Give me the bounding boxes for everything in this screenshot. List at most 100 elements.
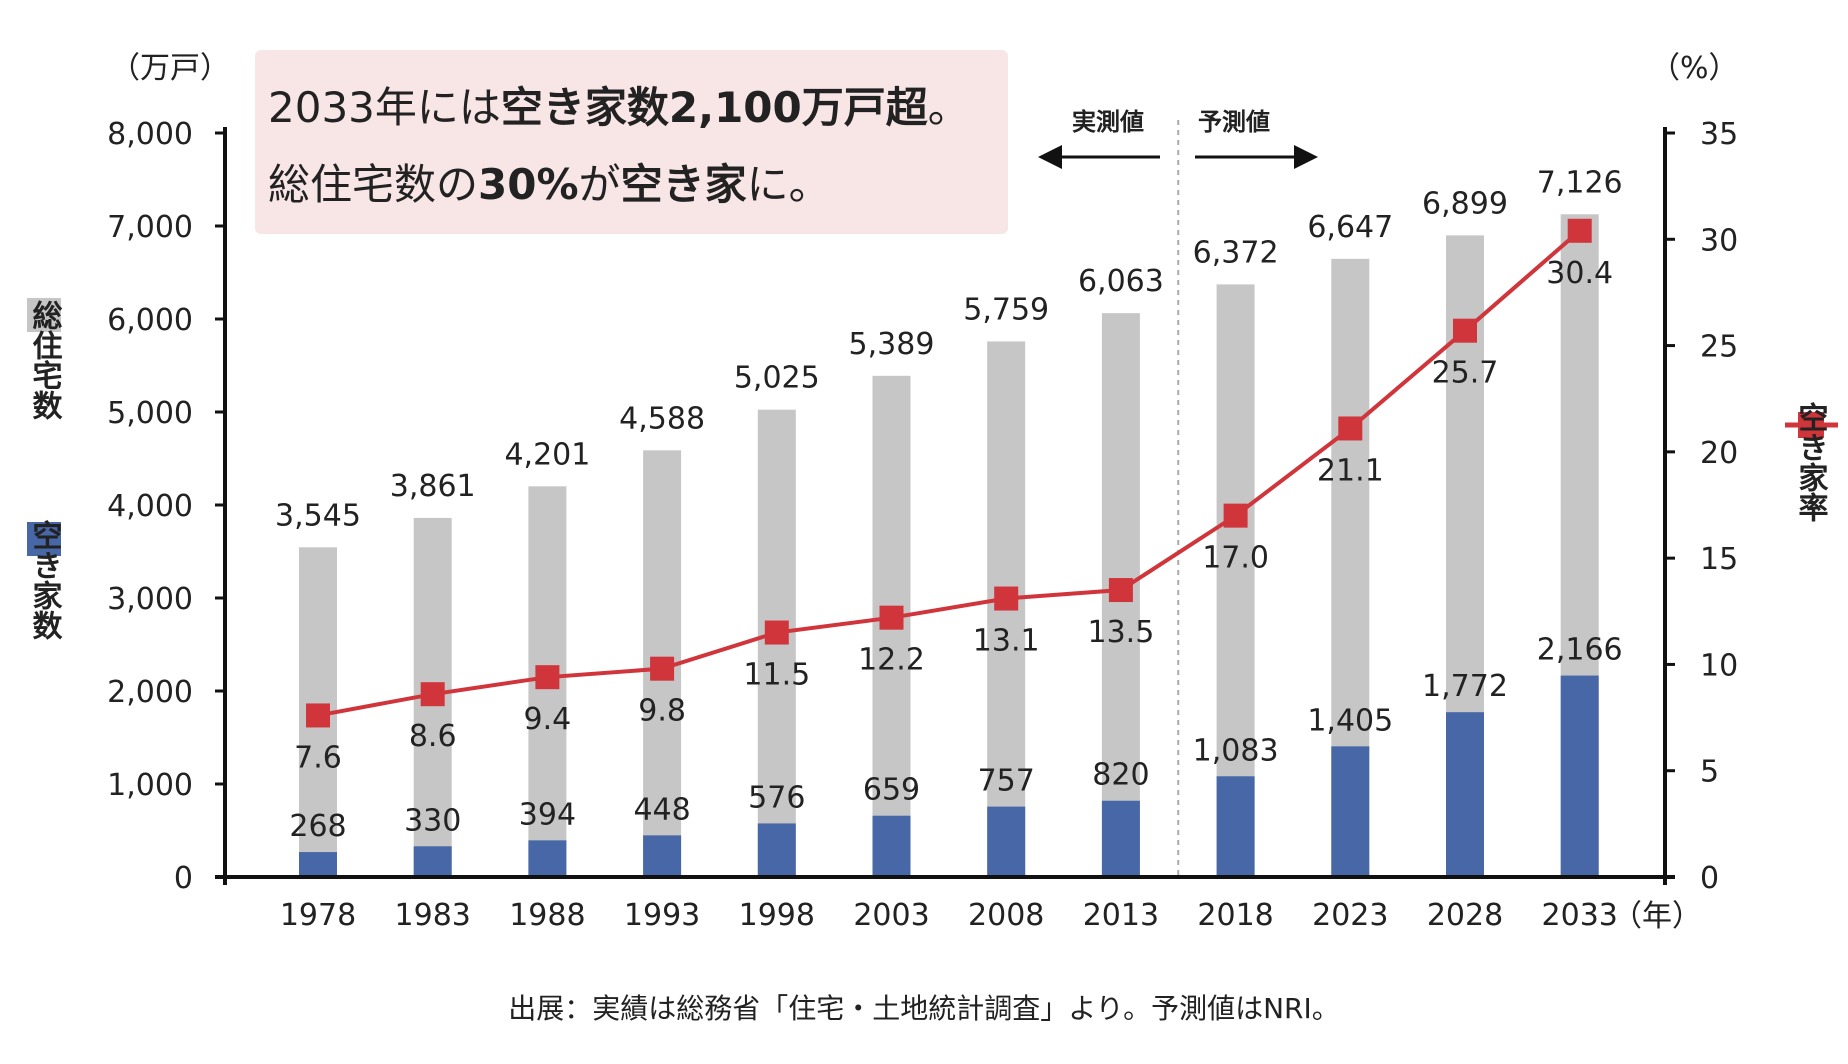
right-tick-label: 0 bbox=[1700, 861, 1719, 896]
rate-marker bbox=[994, 586, 1019, 611]
total-data-label: 5,759 bbox=[963, 292, 1049, 327]
rate-data-label: 25.7 bbox=[1432, 356, 1499, 391]
left-tick-label: 2,000 bbox=[107, 675, 193, 710]
right-tick-label: 30 bbox=[1700, 223, 1738, 258]
right-tick-label: 15 bbox=[1700, 542, 1738, 577]
vacant-data-label: 576 bbox=[748, 780, 805, 815]
bar-vacant bbox=[987, 806, 1026, 877]
x-tick-label: 1993 bbox=[624, 898, 700, 933]
rate-data-label: 21.1 bbox=[1317, 453, 1384, 488]
rate-marker bbox=[1453, 318, 1477, 343]
rate-data-label: 17.0 bbox=[1202, 541, 1269, 576]
left-tick-label: 5,000 bbox=[107, 396, 193, 431]
rate-marker bbox=[650, 656, 675, 681]
legend-swatch-total bbox=[27, 298, 61, 332]
vacant-data-label: 1,772 bbox=[1422, 669, 1508, 704]
x-tick-label: 1998 bbox=[739, 898, 815, 933]
bar-vacant bbox=[1331, 746, 1370, 877]
vacant-data-label: 330 bbox=[404, 803, 461, 838]
x-tick-label: 2033 bbox=[1542, 898, 1618, 933]
vacant-data-label: 2,166 bbox=[1537, 633, 1623, 668]
left-tick-label: 1,000 bbox=[107, 768, 193, 803]
legend-right: 空き家率 bbox=[1785, 402, 1838, 522]
left-axis-unit: （万戸） bbox=[110, 51, 230, 86]
rate-marker bbox=[1108, 578, 1133, 603]
bar-vacant bbox=[1446, 712, 1484, 877]
rate-marker bbox=[764, 620, 789, 645]
total-data-label: 6,372 bbox=[1193, 235, 1279, 270]
x-tick-label: 2018 bbox=[1197, 898, 1273, 933]
bar-vacant bbox=[757, 823, 796, 877]
rate-data-label: 8.6 bbox=[409, 719, 457, 754]
forecast-label: 予測値 bbox=[1198, 108, 1270, 136]
x-tick-label: 1983 bbox=[395, 898, 471, 933]
bar-vacant bbox=[1560, 675, 1599, 877]
vacant-data-label: 268 bbox=[289, 809, 346, 844]
rate-data-label: 13.5 bbox=[1088, 615, 1155, 650]
rate-data-label: 11.5 bbox=[743, 658, 810, 693]
x-tick-label: 2008 bbox=[968, 898, 1044, 933]
x-axis-unit: （年） bbox=[1612, 899, 1702, 934]
bar-vacant bbox=[643, 835, 682, 877]
x-tick-label: 2028 bbox=[1427, 898, 1503, 933]
headline-line1: 2033年には空き家数2,100万戸超。 bbox=[268, 83, 970, 132]
legend-label-vacant: 空き家数 bbox=[27, 520, 63, 641]
total-data-label: 4,201 bbox=[504, 437, 590, 472]
x-tick-label: 1988 bbox=[509, 898, 585, 933]
left-tick-label: 7,000 bbox=[107, 210, 193, 245]
bar-vacant bbox=[413, 846, 452, 877]
bar-vacant bbox=[872, 815, 911, 877]
vacant-data-label: 820 bbox=[1092, 758, 1149, 793]
rate-data-label: 13.1 bbox=[973, 624, 1040, 659]
total-data-label: 6,899 bbox=[1422, 186, 1508, 221]
headline-box bbox=[255, 50, 1008, 234]
actual-arrow bbox=[1038, 145, 1160, 169]
actual-label: 実測値 bbox=[1072, 108, 1144, 136]
rate-marker bbox=[420, 682, 445, 707]
forecast-arrow bbox=[1195, 145, 1318, 169]
left-tick-label: 8,000 bbox=[107, 117, 193, 152]
legend-label-rate: 空き家率 bbox=[1793, 402, 1829, 522]
bar-vacant bbox=[1101, 800, 1140, 877]
vacant-data-label: 659 bbox=[863, 773, 920, 808]
rate-marker bbox=[535, 665, 560, 690]
x-tick-label: 2013 bbox=[1083, 898, 1159, 933]
x-tick-label: 1978 bbox=[280, 898, 356, 933]
legend-label-total: 総住宅数 bbox=[27, 300, 63, 421]
right-tick-label: 35 bbox=[1700, 117, 1738, 152]
rate-data-label: 30.4 bbox=[1546, 256, 1613, 291]
rate-marker bbox=[1338, 416, 1363, 441]
right-tick-label: 20 bbox=[1700, 436, 1738, 471]
legend-swatch-vacant bbox=[27, 522, 61, 556]
left-tick-label: 3,000 bbox=[107, 582, 193, 617]
source-note: 出展：実績は総務省「住宅・土地統計調査」より。予測値はNRI。 bbox=[508, 992, 1340, 1025]
bar-vacant bbox=[299, 852, 337, 877]
total-data-label: 5,389 bbox=[849, 327, 935, 362]
vacant-data-label: 757 bbox=[978, 764, 1035, 799]
x-tick-label: 2023 bbox=[1312, 898, 1388, 933]
total-data-label: 6,647 bbox=[1307, 210, 1393, 245]
legend-marker-rate bbox=[1798, 412, 1824, 438]
vacant-data-label: 448 bbox=[633, 792, 690, 827]
right-tick-label: 5 bbox=[1700, 755, 1719, 790]
total-data-label: 3,861 bbox=[390, 469, 476, 504]
rate-data-label: 7.6 bbox=[294, 740, 342, 775]
bar-vacant bbox=[528, 840, 567, 877]
right-tick-label: 25 bbox=[1700, 330, 1738, 365]
right-tick-label: 10 bbox=[1700, 648, 1738, 683]
rate-marker bbox=[1223, 503, 1248, 528]
right-axis-unit: （%） bbox=[1650, 51, 1739, 86]
total-data-label: 4,588 bbox=[619, 401, 705, 436]
vacant-data-label: 394 bbox=[519, 797, 576, 832]
rate-line bbox=[317, 229, 1582, 718]
rate-marker bbox=[879, 605, 904, 630]
rate-data-label: 12.2 bbox=[858, 643, 925, 678]
rate-marker bbox=[1567, 218, 1592, 243]
total-data-label: 7,126 bbox=[1537, 165, 1623, 200]
left-tick-label: 4,000 bbox=[107, 489, 193, 524]
headline-line2: 総住宅数の30%が空き家に。 bbox=[268, 160, 831, 209]
left-tick-label: 0 bbox=[174, 861, 193, 896]
legend-left: 総住宅数 空き家数 bbox=[27, 298, 63, 641]
bar-vacant bbox=[1216, 776, 1255, 877]
